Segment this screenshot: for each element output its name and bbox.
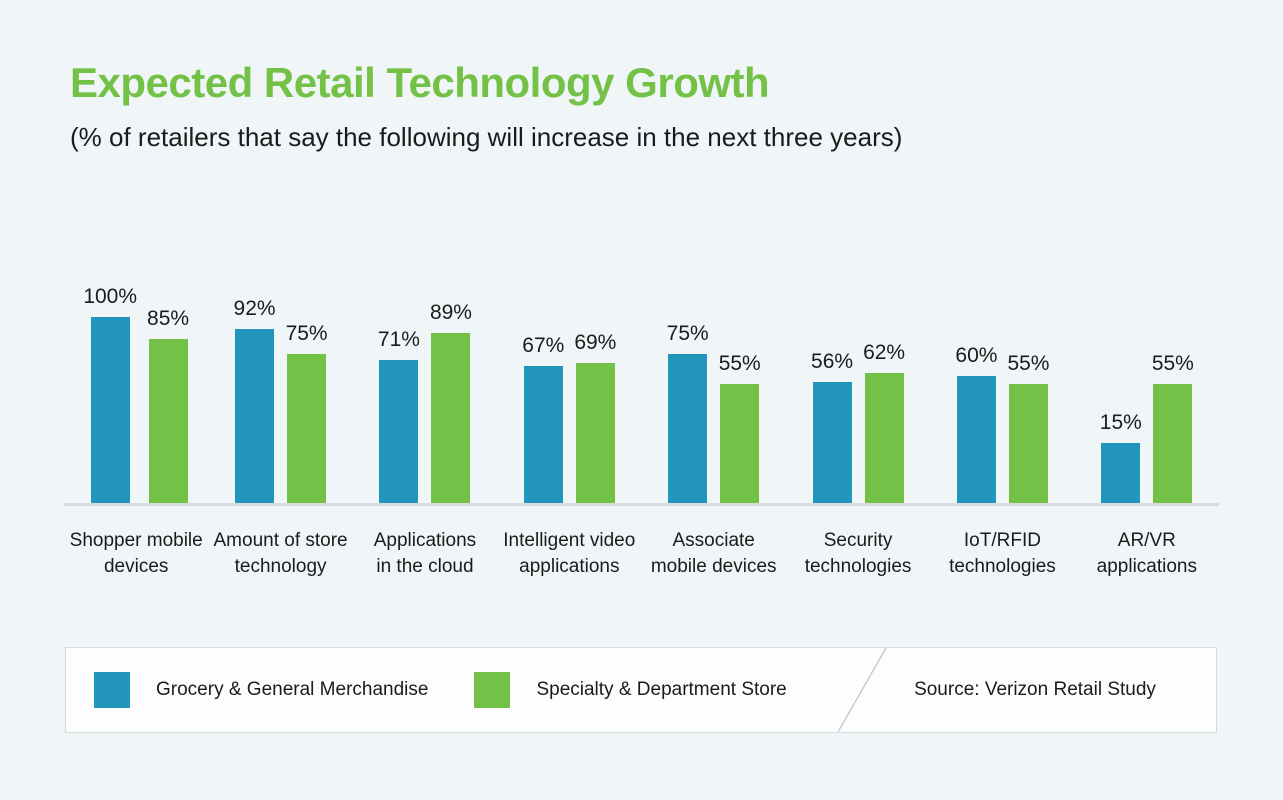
bar-group-iot-rfid-technologies: 60% 55% — [930, 266, 1074, 504]
bar-specialty-department-store — [575, 363, 615, 504]
category-label-security-technologies: Security technologies — [804, 530, 912, 577]
bar-grocery-general-merchandise — [379, 360, 419, 504]
bar-chart: 100% 85% 92% 75% 71% 89% 67% 69% 75% 55% 56% 62% 60%… — [64, 266, 1219, 504]
bar-specialty-department-store — [148, 339, 188, 504]
bar-value-label: 92% — [233, 297, 276, 320]
barcol-grocery-general-merchandise: 92% — [234, 297, 276, 504]
bar-grocery-general-merchandise — [812, 382, 852, 504]
barcol-grocery-general-merchandise: 60% — [955, 344, 997, 504]
category-labels-row: Shopper mobile devices Amount of store tech… — [64, 528, 1219, 580]
legend-box: Grocery & General Merchandise Specialty &… — [65, 647, 1217, 733]
bar-group-ar-vr-applications: 15% 55% — [1075, 266, 1219, 504]
legend-label: Grocery & General Merchandise — [156, 679, 429, 700]
barcol-grocery-general-merchandise: 67% — [522, 334, 564, 504]
barcol-grocery-general-merchandise: 71% — [378, 328, 420, 504]
barcol-specialty-department-store: 75% — [286, 322, 328, 504]
bar-specialty-department-store — [431, 333, 471, 504]
bar-value-label: 71% — [377, 328, 420, 351]
bar-specialty-department-store — [1008, 384, 1048, 504]
category-label-iot-rfid-technologies: IoT/RFID technologies — [949, 530, 1056, 577]
barcol-grocery-general-merchandise: 56% — [811, 350, 853, 504]
legend-item-specialty-department-store: Specialty & Department Store — [474, 672, 787, 708]
legend-label: Specialty & Department Store — [536, 679, 787, 700]
legend-items: Grocery & General Merchandise Specialty &… — [66, 672, 787, 708]
bar-value-label: 15% — [1099, 411, 1142, 434]
bar-value-label: 62% — [863, 341, 906, 364]
barcol-specialty-department-store: 62% — [863, 341, 905, 504]
bar-value-label: 55% — [1007, 352, 1050, 375]
barcol-specialty-department-store: 69% — [574, 331, 616, 504]
bar-grocery-general-merchandise — [235, 329, 275, 504]
category-label-applications-in-the-cloud: Applications in the cloud — [373, 530, 477, 577]
bar-value-label: 75% — [285, 322, 328, 345]
legend-swatch-grocery-general-merchandise — [94, 672, 130, 708]
category-label-associate-mobile-devices: Associate mobile devices — [650, 530, 777, 577]
bar-grocery-general-merchandise — [668, 354, 708, 504]
bar-group-shopper-mobile-devices: 100% 85% — [64, 266, 208, 504]
bar-value-label: 55% — [718, 352, 761, 375]
bar-value-label: 67% — [522, 334, 565, 357]
bar-value-label: 89% — [429, 301, 472, 324]
bar-value-label: 55% — [1151, 352, 1194, 375]
bar-group-associate-mobile-devices: 75% 55% — [642, 266, 786, 504]
bar-group-amount-of-store-technology: 92% 75% — [208, 266, 352, 504]
bar-grocery-general-merchandise — [523, 366, 563, 504]
bar-value-label: 69% — [574, 331, 617, 354]
legend-item-grocery-general-merchandise: Grocery & General Merchandise — [94, 672, 428, 708]
bar-group-security-technologies: 56% 62% — [786, 266, 930, 504]
barcol-specialty-department-store: 55% — [1007, 352, 1049, 504]
source-text: Source: Verizon Retail Study — [914, 679, 1156, 700]
bar-value-label: 100% — [83, 285, 138, 308]
legend-swatch-specialty-department-store — [474, 672, 511, 708]
barcol-specialty-department-store: 55% — [719, 352, 761, 504]
category-label-ar-vr-applications: AR/VR applications — [1096, 530, 1197, 577]
barcol-grocery-general-merchandise: 15% — [1100, 411, 1142, 504]
bar-value-label: 60% — [955, 344, 998, 367]
barcol-specialty-department-store: 85% — [147, 307, 189, 504]
barcol-specialty-department-store: 89% — [430, 301, 472, 504]
barcol-specialty-department-store: 55% — [1152, 352, 1194, 504]
bar-specialty-department-store — [720, 384, 760, 504]
x-axis-line — [64, 503, 1219, 506]
bar-group-applications-in-the-cloud: 71% 89% — [353, 266, 497, 504]
chart-subtitle: (% of retailers that say the following w… — [70, 122, 903, 152]
bar-grocery-general-merchandise — [90, 317, 130, 504]
bar-group-intelligent-video-applications: 67% 69% — [497, 266, 641, 504]
category-label-amount-of-store-technology: Amount of store technology — [213, 530, 348, 577]
bar-value-label: 56% — [811, 350, 854, 373]
bar-grocery-general-merchandise — [956, 376, 996, 504]
bar-specialty-department-store — [1153, 384, 1193, 504]
bar-grocery-general-merchandise — [1101, 443, 1141, 504]
bar-specialty-department-store — [864, 373, 904, 504]
category-label-shopper-mobile-devices: Shopper mobile devices — [69, 530, 203, 577]
barcol-grocery-general-merchandise: 100% — [83, 285, 137, 504]
category-label-intelligent-video-applications: Intelligent video applications — [503, 530, 636, 577]
bar-specialty-department-store — [287, 354, 327, 504]
bar-value-label: 85% — [147, 307, 190, 330]
bar-value-label: 75% — [666, 322, 709, 345]
barcol-grocery-general-merchandise: 75% — [667, 322, 709, 504]
chart-title: Expected Retail Technology Growth — [70, 59, 770, 106]
